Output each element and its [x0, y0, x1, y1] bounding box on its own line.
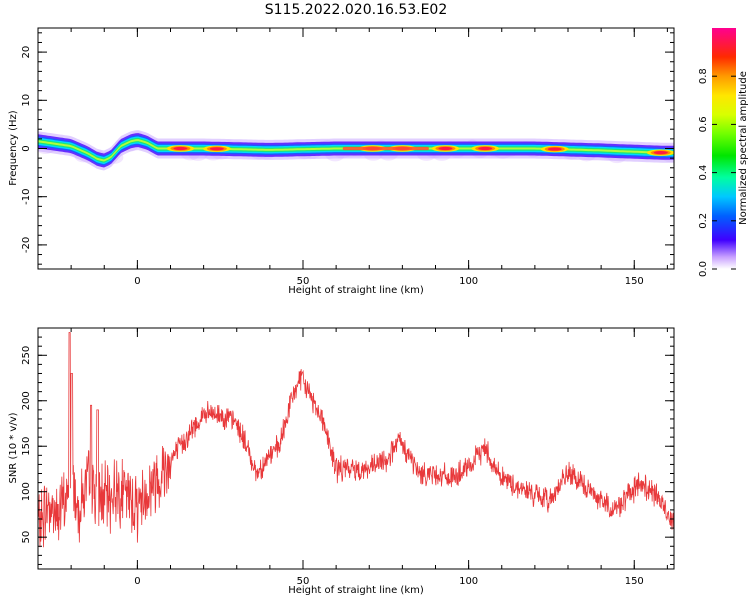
snr-x-tick-label: 100	[459, 576, 478, 587]
spectrogram-hotspot	[209, 147, 224, 151]
snr-y-tick-label: 50	[21, 531, 32, 544]
spectrogram-plot	[38, 130, 674, 171]
spectrogram-hotspot	[173, 146, 188, 151]
snr-y-tick-label: 200	[21, 391, 32, 410]
spectrogram-hotspot	[653, 151, 668, 155]
snr-y-tick-label: 100	[21, 482, 32, 501]
snr-y-tick-label: 250	[21, 346, 32, 365]
snr-x-tick-label: 150	[625, 576, 644, 587]
spectrogram-y-tick-label: -20	[21, 237, 32, 253]
snr-xlabel: Height of straight line (km)	[288, 585, 424, 596]
snr-ylabel: SNR (10 * v/v)	[8, 412, 19, 483]
colorbar-label: Normalized spectral amplitude	[738, 71, 749, 225]
spectrogram-panel: 0 50 100 150 -20 -10 0 10 20 Height of straight …	[8, 27, 675, 296]
colorbar-tick-label: 0.6	[698, 116, 709, 132]
spectrogram-hot-stretch	[342, 146, 429, 151]
snr-series-line	[38, 332, 674, 548]
spectrogram-y-tick-label: -10	[21, 189, 32, 205]
colorbar: 0.0 0.2 0.4 0.6 0.8 Normalized spectral ampl…	[698, 28, 749, 277]
snr-y-tick-label: 150	[21, 437, 32, 456]
spectrogram-x-tick-label: 150	[625, 276, 644, 287]
spectrogram-xlabel: Height of straight line (km)	[288, 285, 424, 296]
colorbar-tick-label: 0.0	[698, 261, 709, 277]
spectrogram-ticks: 0 50 100 150 -20 -10 0 10 20	[21, 28, 674, 287]
spectrogram-x-tick-label: 0	[134, 276, 140, 287]
colorbar-tick-label: 0.2	[698, 213, 709, 229]
snr-x-tick-label: 0	[134, 576, 140, 587]
spectrogram-x-tick-label: 50	[297, 276, 310, 287]
snr-background	[38, 328, 674, 569]
colorbar-tick-label: 0.8	[698, 68, 709, 84]
figure-title: S115.2022.020.16.53.E02	[265, 2, 448, 18]
colorbar-tick-label: 0.4	[698, 165, 709, 181]
spectrogram-hotspot	[478, 146, 493, 151]
spectrogram-y-tick-label: 10	[21, 94, 32, 107]
colorbar-ticks: 0.0 0.2 0.4 0.6 0.8	[698, 68, 736, 277]
snr-frame	[37, 327, 675, 570]
snr-panel: 0 50 100 150 50 100 150 200 250 Height of straig…	[8, 327, 675, 596]
snr-x-tick-label: 50	[297, 576, 310, 587]
spectrogram-ylabel: Frequency (Hz)	[8, 110, 19, 186]
spectrogram-hotspot	[547, 147, 562, 151]
spectrogram-y-tick-label: 20	[21, 46, 32, 59]
snr-plot	[38, 332, 674, 548]
spectrogram-frame	[37, 27, 675, 270]
spectrogram-x-tick-label: 100	[459, 276, 478, 287]
spectrogram-hotspot	[438, 146, 453, 151]
spectrogram-band-green	[38, 137, 674, 163]
spectrogram-band-core	[38, 139, 674, 162]
spectrogram-y-tick-label: 0	[21, 145, 32, 151]
colorbar-gradient	[712, 28, 736, 269]
snr-ticks: 0 50 100 150 50 100 150 200 250	[21, 327, 674, 587]
